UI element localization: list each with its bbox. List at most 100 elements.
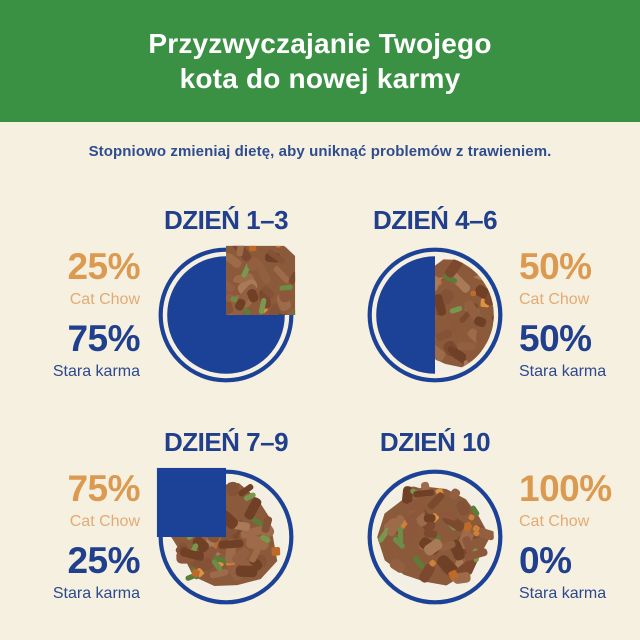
food-meat-chunk (423, 529, 438, 539)
chart-grid: DZIEŃ 1–3 25% Cat Chow 75% Stara karma D… (0, 205, 640, 607)
header-banner: Przyzwyczajanie Twojego kota do nowej ka… (0, 0, 640, 122)
food-meat-chunk (448, 271, 471, 293)
section-heading-day-4-6: DZIEŃ 4–6 (372, 205, 498, 235)
section-heading-wrap: DZIEŃ 4–6 (365, 205, 505, 236)
food-carrot-bit (275, 245, 281, 248)
section-heading-wrap: DZIEŃ 7–9 (156, 427, 296, 458)
food-meat-chunk (439, 540, 456, 552)
food-meat-chunk (226, 481, 240, 496)
section-heading-wrap: DZIEŃ 10 (365, 427, 505, 458)
pie-ring (367, 469, 503, 605)
food-meat-chunk (423, 539, 443, 556)
new-food-percent: 75% (67, 468, 140, 509)
food-green-bean (413, 555, 425, 569)
new-food-label: Cat Chow (519, 513, 590, 530)
food-green-bean (443, 273, 458, 284)
food-green-bean (211, 559, 223, 572)
food-meat-chunk (179, 548, 205, 561)
new-food-label: Cat Chow (519, 291, 590, 308)
section-heading-wrap: DZIEŃ 1–3 (156, 205, 296, 236)
new-food-percent: 25% (67, 246, 140, 287)
food-green-bean (260, 535, 271, 543)
section-day-10: DZIEŃ 10 100% Cat Chow 0% Stara karma (365, 427, 640, 607)
food-green-bean (397, 526, 404, 544)
food-carrot-bit (248, 245, 257, 252)
food-meat-chunk (261, 516, 273, 533)
food-carrot-bit (468, 514, 475, 521)
pie-food-photo (226, 245, 296, 315)
food-meat-chunk (386, 514, 405, 537)
food-meat-chunk (474, 285, 491, 299)
food-meat-chunk (427, 492, 445, 510)
section-day-4-6: DZIEŃ 4–6 50% Cat Chow 50% Stara karma (365, 205, 640, 385)
food-meat-chunk (238, 483, 254, 497)
new-food-label: Cat Chow (69, 291, 140, 308)
pie-chart-day-7-9 (156, 467, 296, 607)
food-carrot-bit (271, 546, 281, 556)
food-meat-chunk (226, 293, 244, 315)
pie-chart-day-1-3 (156, 245, 296, 385)
old-food-label: Stara karma (519, 363, 607, 380)
food-meat-chunk (226, 279, 235, 292)
food-meat-chunk (389, 558, 406, 573)
food-meat-chunk (435, 294, 447, 316)
food-meat-chunk (435, 329, 453, 342)
food-meat-chunk (451, 319, 461, 334)
old-food-percent: 0% (519, 540, 572, 581)
food-meat-chunk (236, 245, 246, 257)
pie-chart-day-4-6 (365, 245, 505, 385)
food-meat-chunk (288, 271, 296, 284)
food-meat-chunk (456, 500, 470, 516)
old-food-percent: 25% (67, 540, 140, 581)
food-green-bean (470, 505, 480, 517)
new-food-percent: 50% (519, 246, 592, 287)
section-day-7-9: DZIEŃ 7–9 75% Cat Chow 25% Stara karma (36, 427, 320, 607)
food-meat-chunk (476, 331, 483, 343)
food-meat-chunk (413, 489, 435, 498)
food-meat-chunk (240, 526, 264, 539)
food-meat-chunk (218, 539, 244, 549)
food-green-bean (213, 555, 228, 564)
food-meat-chunk (234, 298, 246, 311)
food-meat-chunk (249, 547, 261, 563)
ratio-labels-day-7-9: 75% Cat Chow 25% Stara karma (36, 468, 141, 603)
food-meat-chunk (474, 316, 487, 328)
food-meat-chunk (464, 548, 488, 561)
food-meat-chunk (247, 257, 260, 271)
food-meat-chunk (447, 346, 460, 360)
food-green-bean (377, 527, 390, 543)
section-heading-day-10: DZIEŃ 10 (379, 427, 491, 457)
ratio-labels-day-10: 100% Cat Chow 0% Stara karma (519, 470, 631, 603)
food-meat-chunk (226, 253, 242, 269)
food-green-bean (244, 492, 256, 501)
food-meat-chunk (423, 514, 436, 523)
old-food-label: Stara karma (52, 585, 140, 602)
ratio-labels-day-1-3: 25% Cat Chow 75% Stara karma (36, 246, 141, 381)
food-meat-chunk (444, 257, 464, 278)
food-meat-chunk (273, 265, 291, 284)
food-meat-chunk (261, 285, 275, 299)
food-meat-chunk (435, 340, 446, 362)
pie-old-food-slice (376, 256, 435, 374)
food-meat-chunk (255, 261, 272, 285)
food-meat-chunk (437, 510, 458, 521)
old-food-percent: 50% (519, 318, 592, 359)
food-meat-chunk (457, 342, 476, 351)
page-title-line-1: Przyzwyczajanie Twojego (148, 28, 492, 59)
old-food-label: Stara karma (52, 363, 140, 380)
pie-old-food-slice (156, 467, 226, 537)
food-carrot-bit (429, 559, 436, 567)
old-food-percent: 75% (67, 318, 140, 359)
food-carrot-bit (191, 569, 200, 578)
food-meat-chunk (192, 536, 209, 553)
food-meat-chunk (435, 276, 441, 292)
food-meat-chunk (247, 288, 259, 303)
food-green-bean (449, 305, 463, 314)
food-carrot-bit (473, 530, 480, 537)
pie-chart-day-10 (365, 467, 505, 607)
food-carrot-bit (448, 569, 459, 580)
food-carrot-bit (462, 521, 473, 532)
food-carrot-bit (472, 525, 480, 533)
food-meat-chunk (202, 546, 218, 562)
